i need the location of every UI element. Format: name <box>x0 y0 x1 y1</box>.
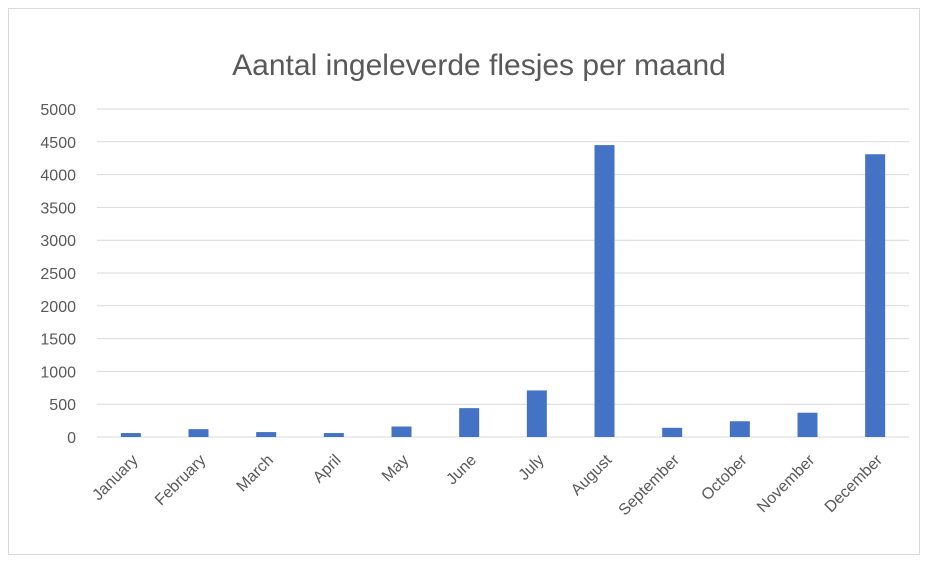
x-tick-label: February <box>152 452 209 509</box>
x-tick-label: June <box>443 452 480 489</box>
y-tick-label: 4000 <box>40 168 76 185</box>
x-tick-label: March <box>234 452 277 495</box>
x-axis-tick-labels: January February March April May June July Augu… <box>89 451 886 519</box>
bar-june <box>459 408 480 437</box>
bars <box>120 145 886 437</box>
bar-december <box>865 154 886 437</box>
x-tick-label: October <box>698 451 751 504</box>
bar-october <box>729 421 750 437</box>
bar-january <box>120 433 141 437</box>
bar-may <box>391 426 412 437</box>
x-tick-label: May <box>379 452 412 485</box>
bar-march <box>256 432 277 437</box>
bar-july <box>526 390 547 437</box>
bar-april <box>323 433 344 437</box>
bar-february <box>188 429 209 437</box>
y-tick-label: 500 <box>49 397 76 414</box>
y-tick-label: 2000 <box>40 299 76 316</box>
x-tick-label: July <box>516 452 548 484</box>
y-axis-tick-labels: 0 500 1000 1500 2000 2500 3000 3500 4000 4500 5000 <box>40 102 76 447</box>
bar-chart: Aantal ingeleverde flesjes per maand 0 50… <box>40 49 909 519</box>
bar-august <box>594 145 615 437</box>
x-tick-label: August <box>568 451 616 499</box>
y-tick-label: 0 <box>67 430 76 447</box>
y-tick-label: 3000 <box>40 233 76 250</box>
y-tick-label: 3500 <box>40 200 76 217</box>
y-tick-label: 1500 <box>40 332 76 349</box>
bar-september <box>662 427 683 437</box>
x-tick-label: January <box>89 452 141 504</box>
y-tick-label: 1000 <box>40 364 76 381</box>
y-tick-label: 4500 <box>40 135 76 152</box>
x-tick-label: November <box>754 451 819 516</box>
x-tick-label: September <box>616 451 684 519</box>
y-tick-label: 2500 <box>40 266 76 283</box>
y-tick-label: 5000 <box>40 102 76 119</box>
x-tick-label: April <box>310 452 345 487</box>
gridlines <box>97 108 909 438</box>
x-tick-label: December <box>822 451 887 516</box>
chart-title: Aantal ingeleverde flesjes per maand <box>232 49 726 82</box>
chart-container: Aantal ingeleverde flesjes per maand 0 50… <box>8 8 920 555</box>
bar-november <box>797 412 818 437</box>
